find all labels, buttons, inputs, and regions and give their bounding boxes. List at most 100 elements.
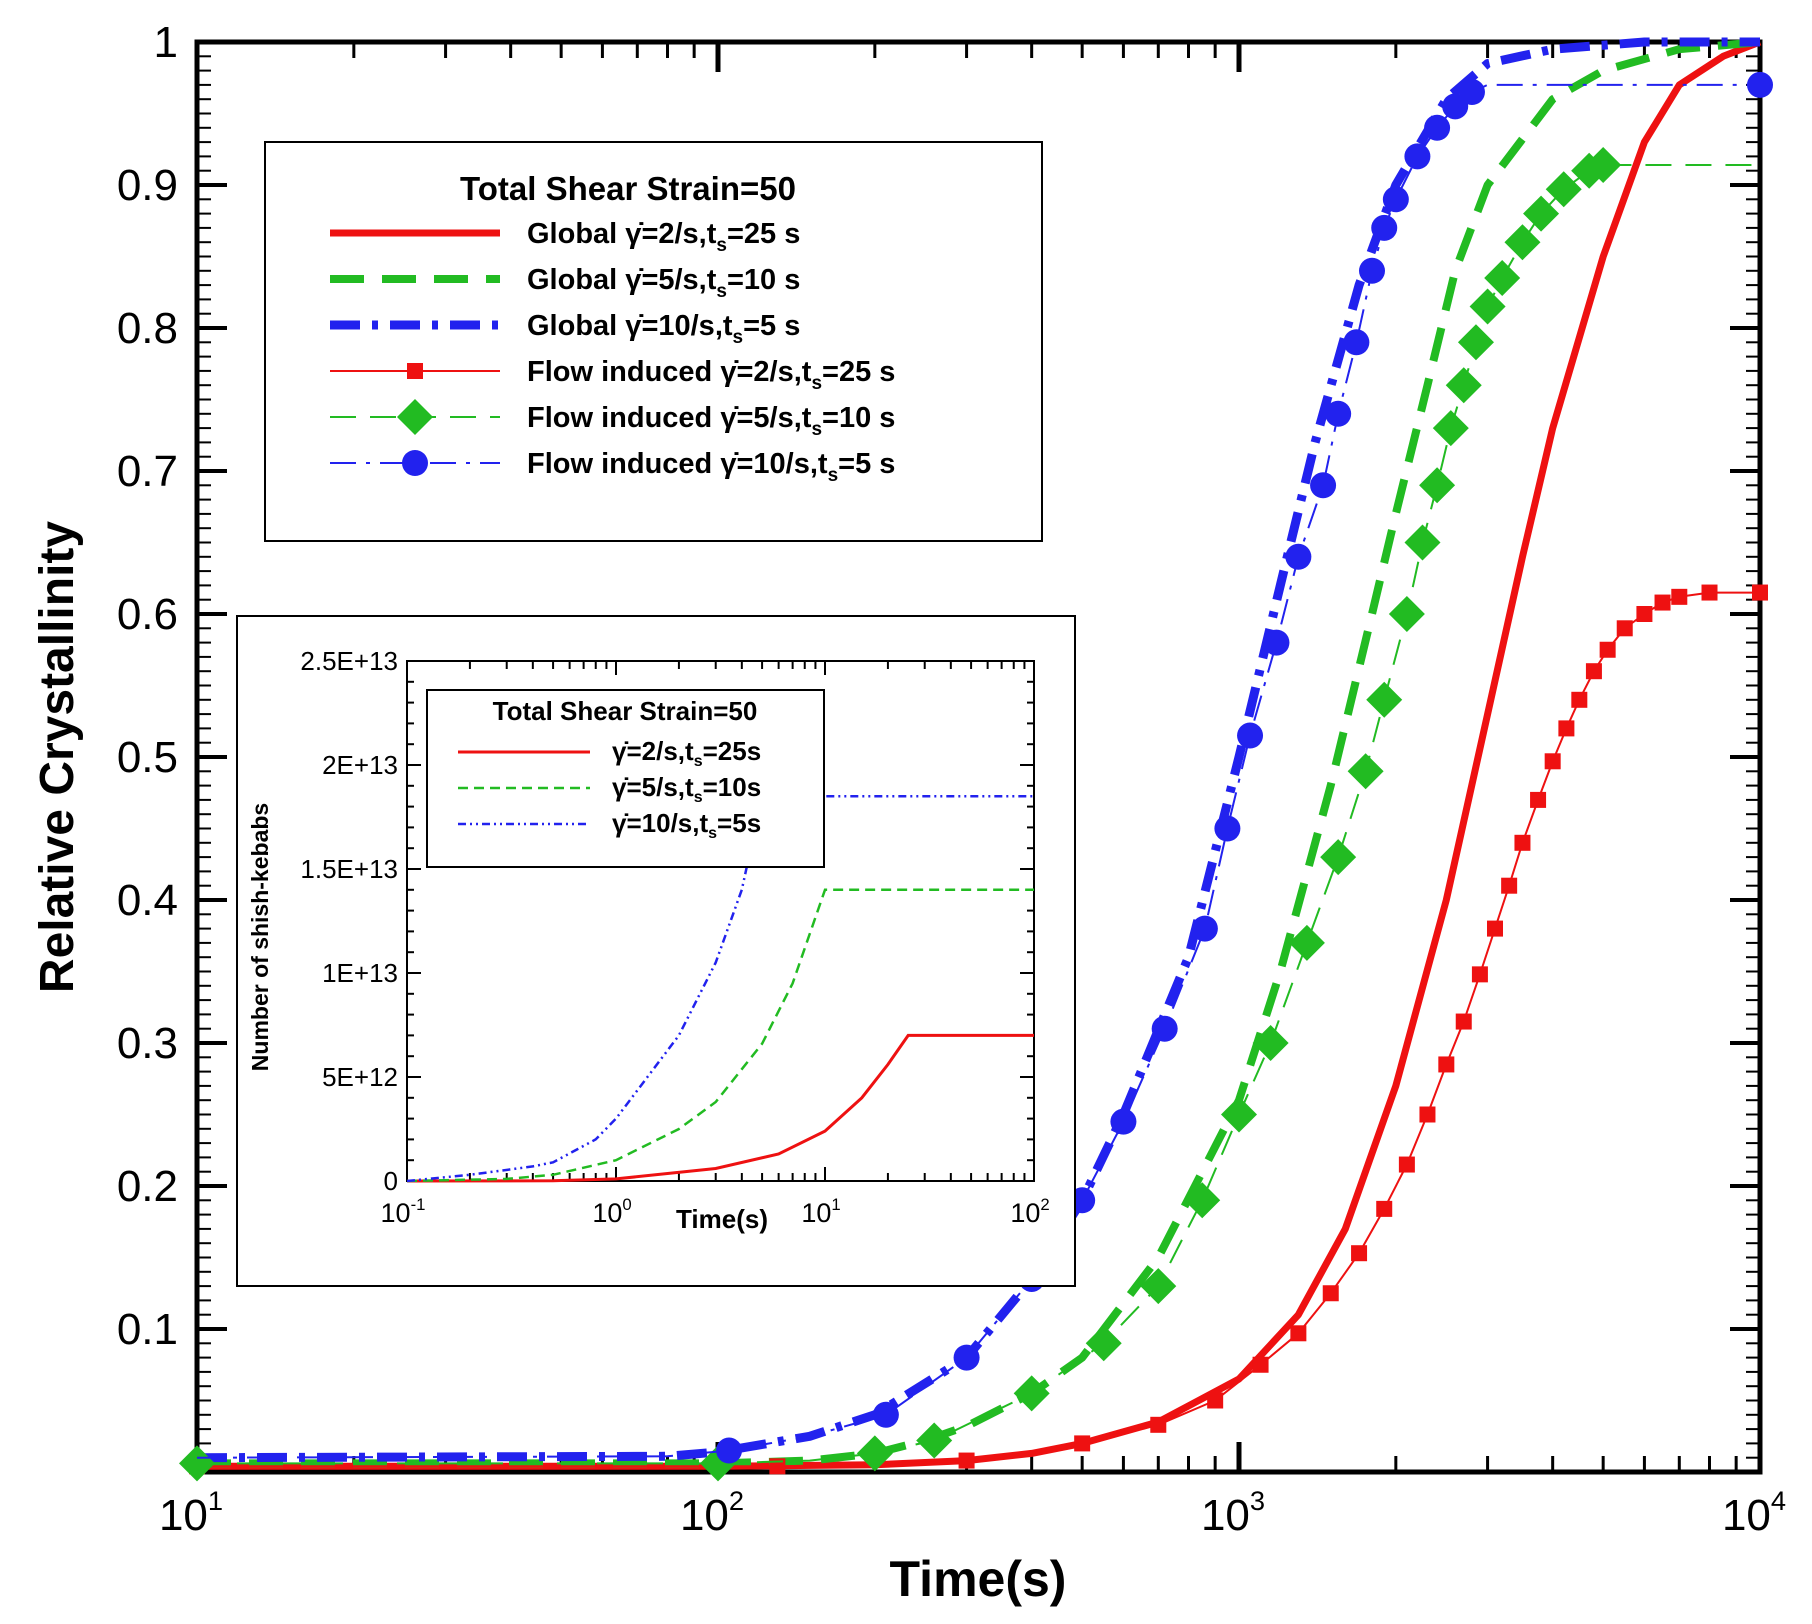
data-point-marker: [1544, 753, 1561, 770]
data-point-marker: [1469, 288, 1506, 325]
data-point-marker: [1366, 681, 1403, 718]
data-point-marker: [1151, 1015, 1178, 1042]
data-point-marker: [1085, 1325, 1122, 1362]
data-point-marker: [1486, 920, 1503, 937]
inset-y-tick-label: 0: [384, 1166, 398, 1196]
inset-series: [406, 794, 1034, 1183]
data-point-marker: [179, 1445, 215, 1482]
data-point-marker: [1445, 367, 1482, 404]
inset-y-axis-title: Number of shish-kebabs: [247, 803, 273, 1071]
y-tick-label: 0.2: [117, 1162, 178, 1211]
data-point-marker: [716, 1437, 743, 1464]
data-point-marker: [1074, 1435, 1091, 1452]
data-point-marker: [1252, 1025, 1289, 1061]
data-point-marker: [1376, 1200, 1393, 1217]
data-point-marker: [1504, 224, 1541, 261]
inset-series-line-2: [406, 888, 1034, 1183]
y-tick-label: 0.4: [117, 876, 178, 925]
legend-label-4: Flow induced γ̇=2/s,ts=25 s: [527, 356, 895, 394]
data-point-marker: [1501, 877, 1518, 894]
inset-x-tick-label: 101: [801, 1195, 840, 1228]
data-point-marker: [1013, 1375, 1050, 1412]
inset-y-tick-label: 2E+13: [322, 750, 398, 780]
data-point-marker: [1214, 815, 1241, 842]
data-point-marker: [1419, 1106, 1436, 1123]
data-point-marker: [856, 1435, 893, 1472]
inset-x-tick-label: 10-1: [381, 1195, 426, 1228]
main-legend-title: Total Shear Strain=50: [460, 170, 796, 207]
inset-chart: 10-1 100 101 102 0 5E+12 1E+13 1.5E+13 2E+13 2.5E…: [236, 615, 1076, 1287]
data-point-marker: [1671, 588, 1688, 605]
data-point-marker: [1398, 1156, 1415, 1173]
inset-x-tick-label: 100: [592, 1195, 631, 1228]
data-point-marker: [1432, 410, 1469, 447]
data-point-marker: [1110, 1108, 1137, 1135]
x-tick-label: 102: [680, 1485, 744, 1540]
data-point-marker: [1310, 472, 1337, 499]
x-tick-label: 103: [1201, 1485, 1265, 1540]
inset-x-tick-label: 102: [1010, 1195, 1049, 1228]
inset-legend-title: Total Shear Strain=50: [493, 696, 758, 726]
data-point-marker: [1388, 596, 1425, 632]
inset-y-tick-label: 1.5E+13: [300, 854, 398, 884]
data-point-marker: [1558, 720, 1575, 737]
data-point-marker: [1530, 791, 1547, 808]
data-point-marker: [1471, 966, 1488, 983]
data-point-marker: [1263, 629, 1290, 656]
data-point-marker: [916, 1422, 953, 1459]
inset-legend: Total Shear Strain=50 γ̇=2/s,ts=25sγ̇=5/…: [426, 689, 825, 868]
data-point-marker: [1184, 1182, 1221, 1219]
data-point-marker: [1347, 753, 1384, 790]
data-point-marker: [953, 1344, 980, 1371]
data-point-marker: [1455, 1013, 1472, 1030]
data-point-marker: [1325, 400, 1352, 427]
y-tick-label: 0.8: [117, 304, 178, 353]
data-point-marker: [1285, 543, 1312, 570]
data-point-marker: [1237, 722, 1264, 749]
data-point-marker: [1545, 171, 1582, 208]
data-point-marker: [1514, 834, 1531, 851]
data-point-marker: [1140, 1268, 1177, 1305]
data-point-marker: [1371, 214, 1398, 241]
legend-label-5: Flow induced γ̇=5/s,ts=10 s: [527, 402, 895, 440]
data-point-marker: [958, 1452, 975, 1469]
inset-legend-label-1: γ̇=2/s,ts=25s: [612, 736, 761, 770]
data-point-marker: [1636, 606, 1653, 622]
data-point-marker: [1351, 1245, 1368, 1262]
data-point-marker: [1404, 524, 1441, 561]
data-point-marker: [1358, 257, 1385, 284]
data-point-marker: [1747, 71, 1773, 98]
y-tick-label: 0.7: [117, 447, 178, 496]
data-point-marker: [1252, 1356, 1269, 1373]
data-point-marker: [1599, 641, 1616, 658]
inset-legend-label-2: γ̇=5/s,ts=10s: [612, 772, 761, 806]
x-tick-label: 104: [1722, 1485, 1786, 1540]
data-point-marker: [397, 399, 433, 435]
data-point-marker: [1343, 329, 1370, 356]
x-tick-label: 101: [159, 1485, 223, 1540]
data-point-marker: [1523, 195, 1560, 232]
data-point-marker: [1320, 839, 1357, 876]
data-point-marker: [1322, 1285, 1339, 1302]
data-point-marker: [1484, 259, 1521, 296]
inset-plot-frame: [406, 660, 1035, 1182]
data-point-marker: [1191, 915, 1218, 942]
data-point-marker: [1457, 324, 1494, 361]
data-point-marker: [1424, 114, 1451, 141]
data-point-marker: [1752, 584, 1768, 601]
data-point-marker: [1150, 1416, 1167, 1433]
data-point-marker: [1585, 146, 1622, 183]
legend-label-1: Global γ̇=2/s,ts=25 s: [527, 218, 800, 256]
main-y-axis-title: Relative Crystallinity: [31, 521, 84, 994]
y-tick-label: 1: [154, 18, 178, 67]
inset-series-line-1: [406, 1033, 1034, 1183]
data-point-marker: [407, 363, 423, 379]
data-point-marker: [1207, 1392, 1224, 1409]
y-tick-label: 0.3: [117, 1019, 178, 1068]
legend-label-2: Global γ̇=5/s,ts=10 s: [527, 264, 800, 302]
data-point-marker: [1616, 620, 1633, 637]
inset-legend-label-3: γ̇=10/s,ts=5s: [612, 808, 761, 842]
inset-tick-labels: 10-1 100 101 102 0 5E+12 1E+13 1.5E+13 2E+13 2.5E…: [300, 646, 1049, 1228]
main-x-axis-title: Time(s): [890, 1551, 1067, 1607]
